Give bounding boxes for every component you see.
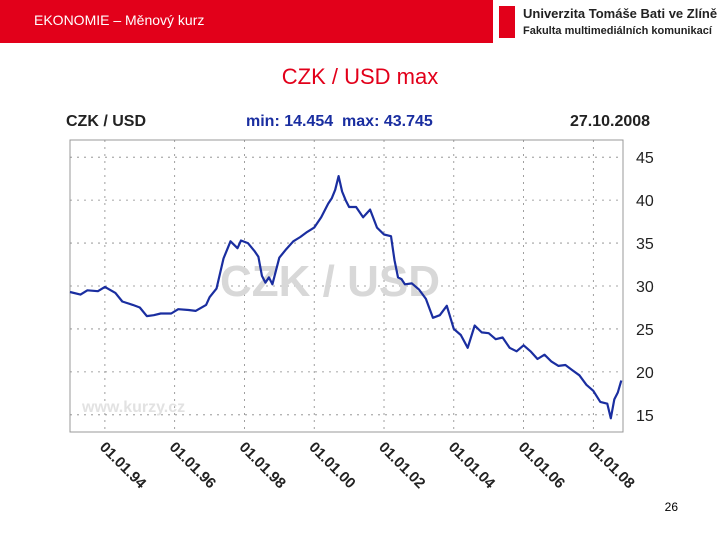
chart-date: 27.10.2008: [570, 113, 650, 130]
x-tick-label: 01.01.02: [375, 439, 428, 492]
y-tick-label: 35: [636, 236, 654, 253]
y-tick-label: 45: [636, 150, 654, 167]
slide-title: CZK / USD max: [281, 64, 439, 89]
exchange-rate-chart: CZK / USD min: 14.454 max: 43.745 27.10.…: [66, 113, 654, 493]
chart-watermark: CZK / USD: [220, 257, 440, 306]
page-number: 26: [664, 500, 678, 514]
chart-stats: min: 14.454 max: 43.745: [246, 113, 433, 130]
grid-layer: [69, 139, 624, 433]
logo-university-name: Univerzita Tomáše Bati ve Zlíně: [523, 6, 718, 21]
y-tick-label: 40: [636, 193, 654, 210]
y-tick-label: 20: [636, 365, 654, 382]
logo-mark-icon: [499, 6, 515, 38]
x-axis: 01.01.94 01.01.96 01.01.98 01.01.00 01.01.02…: [96, 439, 638, 493]
chart-container: CZK / USD min: 14.454 max: 43.745 27.10.…: [58, 100, 688, 510]
y-tick-label: 30: [636, 279, 654, 296]
x-tick-label: 01.01.96: [166, 439, 219, 492]
y-axis: 15 20 25 30 35 40 45: [636, 150, 654, 425]
y-tick-label: 25: [636, 322, 654, 339]
x-tick-label: 01.01.00: [305, 439, 358, 492]
header-bar: EKONOMIE – Měnový kurz: [0, 0, 493, 43]
logo-faculty-name: Fakulta multimediálních komunikací: [523, 25, 712, 37]
source-watermark: www.kurzy.cz: [81, 399, 185, 416]
university-logo: Univerzita Tomáše Bati ve Zlíně Fakulta …: [499, 4, 719, 42]
y-tick-label: 15: [636, 408, 654, 425]
x-tick-label: 01.01.08: [585, 439, 638, 492]
x-tick-label: 01.01.94: [96, 439, 150, 493]
x-tick-label: 01.01.06: [515, 439, 568, 492]
chart-title: CZK / USD: [66, 113, 146, 130]
series-layer: [69, 174, 623, 420]
x-tick-label: 01.01.98: [236, 439, 289, 492]
x-tick-label: 01.01.04: [445, 439, 499, 493]
series-line: [69, 174, 623, 420]
header-title: EKONOMIE – Měnový kurz: [34, 12, 205, 28]
